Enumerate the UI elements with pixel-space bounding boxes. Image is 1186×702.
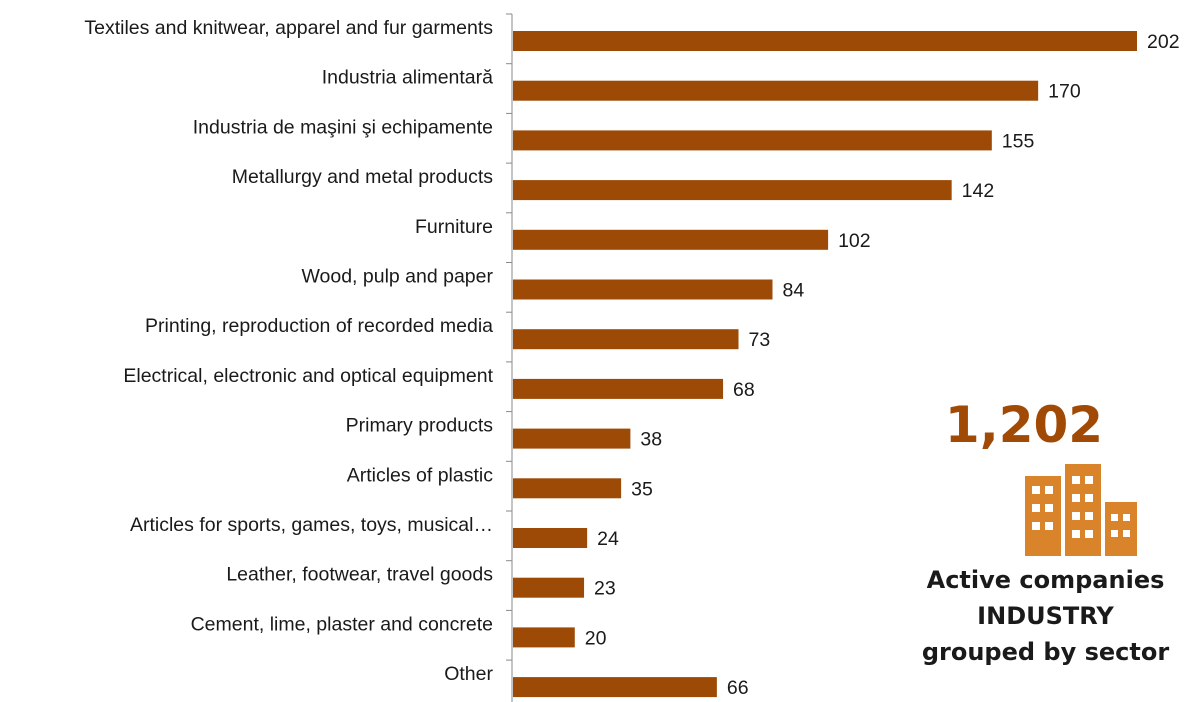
bar [513, 80, 1039, 101]
bar [513, 677, 717, 698]
category-axis [506, 13, 513, 702]
value-label: 102 [838, 230, 871, 252]
bar [513, 627, 575, 648]
category-label: Articles for sports, games, toys, musica… [130, 514, 493, 536]
caption-line-1: Active companies [926, 566, 1165, 594]
building-icon [1025, 464, 1137, 556]
category-label: Leather, footwear, travel goods [226, 564, 493, 586]
value-labels: 202 170 155 142 102 84 73 68 38 35 24 23 20 66 [585, 31, 1180, 699]
bar [513, 180, 952, 201]
value-label: 68 [733, 379, 755, 401]
category-label: Furniture [415, 216, 493, 238]
category-label: Industria de maşini şi echipamente [193, 116, 493, 138]
bar [513, 577, 585, 598]
bar [513, 130, 992, 151]
value-label: 66 [727, 677, 749, 699]
value-label: 170 [1048, 81, 1081, 103]
bar [513, 528, 588, 548]
value-label: 84 [782, 280, 804, 302]
value-label: 23 [594, 578, 616, 600]
category-label: Articles of plastic [347, 464, 494, 486]
category-label: Electrical, electronic and optical equip… [123, 365, 493, 387]
bar [513, 279, 773, 300]
bars [513, 31, 1137, 698]
value-label: 142 [962, 180, 995, 202]
category-labels: Textiles and knitwear, apparel and fur g… [84, 17, 493, 685]
category-label: Cement, lime, plaster and concrete [191, 613, 493, 635]
caption-line-2: INDUSTRY [977, 602, 1114, 630]
value-label: 155 [1002, 130, 1035, 152]
value-label: 73 [749, 329, 771, 351]
value-label: 202 [1147, 31, 1180, 53]
value-label: 20 [585, 627, 607, 649]
value-label: 38 [640, 429, 662, 451]
category-label: Metallurgy and metal products [232, 166, 493, 188]
caption-line-3: grouped by sector [921, 638, 1170, 666]
category-label: Wood, pulp and paper [301, 266, 493, 288]
category-label: Primary products [346, 415, 494, 437]
value-label: 24 [597, 528, 619, 550]
bar [513, 478, 622, 499]
category-label: Textiles and knitwear, apparel and fur g… [84, 17, 493, 39]
category-label: Printing, reproduction of recorded media [145, 315, 493, 337]
bar [513, 428, 631, 449]
value-label: 35 [631, 478, 653, 500]
bar [513, 31, 1137, 51]
total-companies-value: 1,202 [944, 396, 1104, 454]
bar [513, 229, 829, 250]
bar [513, 329, 739, 350]
summary-callout: 1,202 Active companies INDUSTRY grouped … [905, 400, 1186, 670]
bar [513, 378, 724, 399]
category-label: Industria alimentară [322, 67, 493, 89]
category-label: Other [444, 663, 493, 685]
